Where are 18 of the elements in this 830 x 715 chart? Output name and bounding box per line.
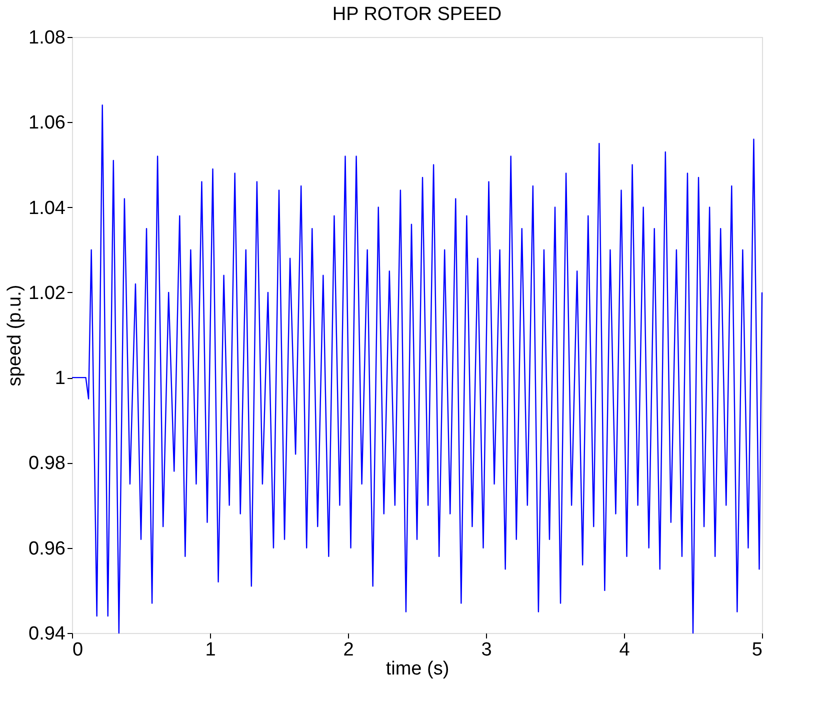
chart-title: HP ROTOR SPEED — [332, 4, 502, 25]
y-tick-label: 1 — [54, 368, 66, 390]
y-tick-label: 1.06 — [28, 112, 66, 134]
y-axis-title: speed (p.u.) — [4, 284, 26, 386]
y-tick-label: 1.02 — [28, 282, 66, 304]
x-tick-label: 5 — [752, 640, 762, 660]
x-tick-label: 0 — [72, 640, 84, 660]
x-tick-label: 4 — [619, 640, 630, 660]
y-tick-label: 1.08 — [28, 28, 66, 48]
x-tick-label: 3 — [481, 640, 492, 660]
x-tick-label: 1 — [205, 640, 216, 660]
x-tick-label: 2 — [343, 640, 354, 660]
x-axis-title: time (s) — [386, 658, 450, 680]
y-tick-label: 0.96 — [28, 538, 66, 560]
y-tick-label: 0.94 — [28, 624, 66, 644]
y-tick-label: 1.04 — [28, 198, 66, 219]
line-series — [71, 104, 763, 634]
y-tick-label: 0.98 — [28, 453, 66, 474]
